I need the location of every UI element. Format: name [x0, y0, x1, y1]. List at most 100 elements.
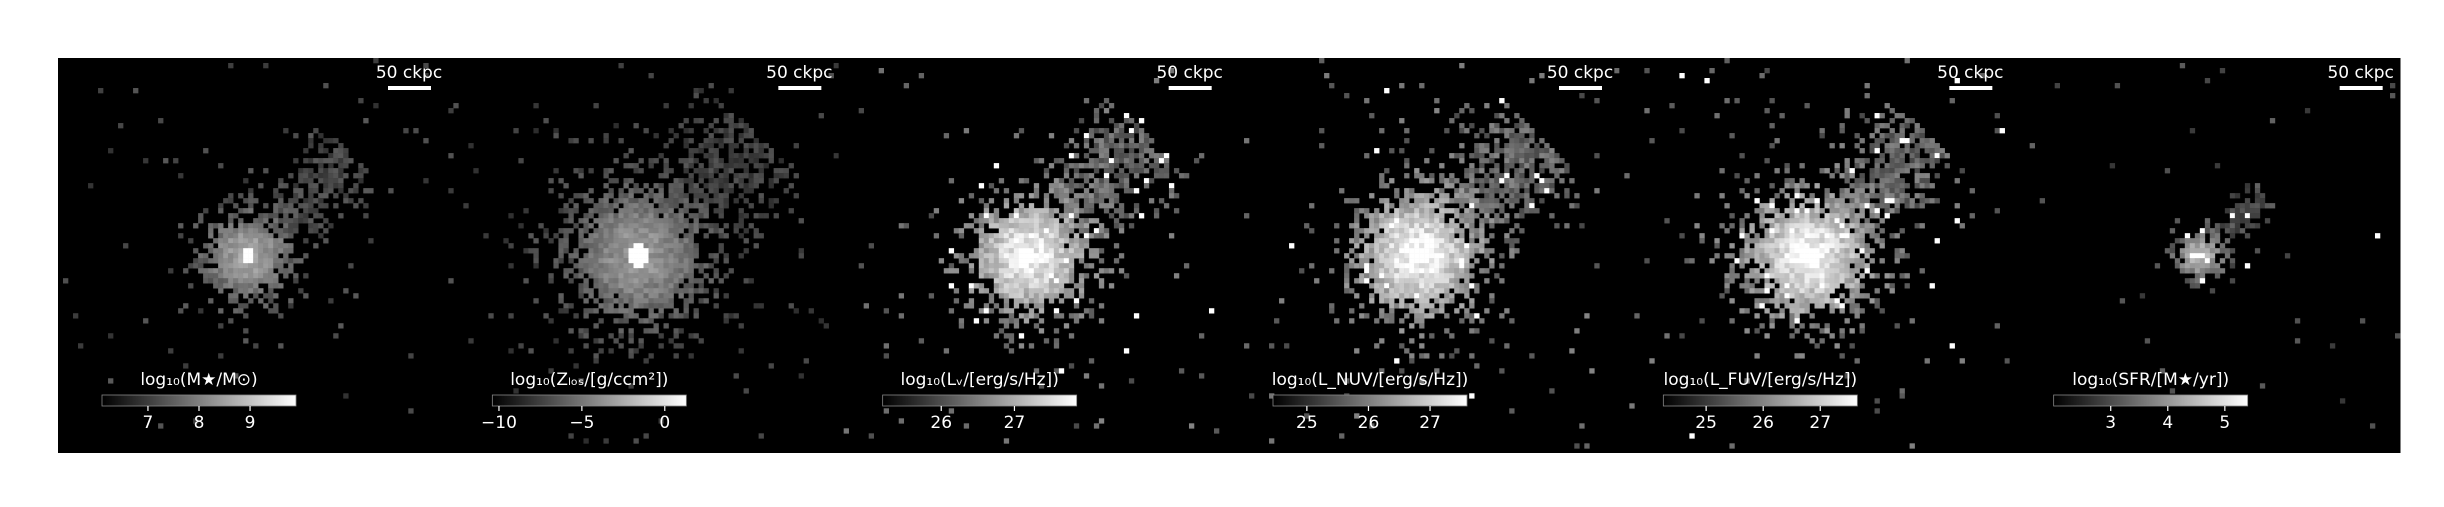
pixel [1729, 243, 1735, 249]
pixel [373, 103, 379, 109]
pixel [658, 268, 664, 274]
pixel [1389, 283, 1395, 289]
pixel [718, 173, 724, 179]
pixel [1419, 233, 1425, 239]
pixel [1844, 208, 1850, 214]
pixel [1844, 273, 1850, 279]
pixel [1949, 343, 1955, 349]
pixel [298, 193, 304, 199]
pixel [808, 308, 814, 314]
pixel [1043, 193, 1050, 199]
pixel [998, 223, 1005, 229]
pixel [1474, 313, 1480, 319]
pixel [638, 293, 644, 299]
pixel [623, 288, 629, 294]
pixel [673, 233, 679, 239]
pixel [618, 328, 624, 334]
pixel [1048, 293, 1055, 299]
pixel [1394, 218, 1400, 224]
pixel [288, 218, 294, 224]
pixel [1474, 153, 1480, 159]
pixel [983, 263, 990, 269]
pixel [583, 258, 589, 264]
pixel [1374, 288, 1380, 294]
pixel [1749, 253, 1755, 259]
pixel [643, 298, 649, 304]
pixel [238, 268, 244, 274]
pixel [2194, 278, 2201, 284]
pixel [523, 278, 529, 284]
pixel [1529, 173, 1535, 179]
pixel [288, 298, 294, 304]
pixel [1033, 238, 1040, 244]
pixel [1053, 263, 1060, 269]
pixel [1774, 168, 1780, 174]
pixel [1399, 258, 1405, 264]
pixel [1469, 198, 1475, 204]
pixel [1754, 243, 1760, 249]
pixel [688, 223, 694, 229]
pixel [628, 338, 634, 344]
pixel [1754, 188, 1760, 194]
pixel [1814, 303, 1820, 309]
pixel [1379, 308, 1385, 314]
pixel [563, 248, 569, 254]
pixel [2219, 243, 2226, 249]
pixel [688, 273, 694, 279]
pixel [1504, 343, 1510, 349]
pixel [1369, 298, 1375, 304]
pixel [1399, 248, 1405, 254]
pixel [608, 298, 614, 304]
pixel [2179, 263, 2186, 269]
pixel [1494, 198, 1500, 204]
pixel [2234, 193, 2241, 199]
pixel [248, 223, 254, 229]
pixel [258, 288, 264, 294]
pixel [1108, 158, 1115, 164]
pixel [238, 223, 244, 229]
pixel [1449, 173, 1455, 179]
pixel [1349, 198, 1355, 204]
pixel [1869, 298, 1875, 304]
pixel [568, 253, 574, 259]
pixel [503, 238, 509, 244]
pixel [618, 248, 624, 254]
pixel [1459, 233, 1465, 239]
pixel [1529, 138, 1535, 144]
pixel [1083, 138, 1090, 144]
pixel [108, 378, 114, 384]
pixel [2199, 253, 2206, 259]
pixel [2204, 243, 2211, 249]
pixel [678, 253, 684, 259]
pixel [1073, 168, 1080, 174]
pixel [1083, 153, 1090, 159]
pixel [1399, 368, 1405, 374]
pixel [1103, 193, 1110, 199]
pixel [1008, 253, 1015, 259]
pixel [603, 298, 609, 304]
pixel [698, 283, 704, 289]
pixel [1594, 263, 1600, 269]
pixel [308, 178, 314, 184]
pixel [568, 213, 574, 219]
pixel [1889, 153, 1895, 159]
pixel [683, 128, 689, 134]
pixel [708, 153, 714, 159]
pixel [1809, 288, 1815, 294]
pixel [1684, 258, 1690, 264]
scalebar-label: 50 ckpc [1156, 63, 1222, 83]
pixel [1914, 148, 1920, 154]
pixel [1439, 198, 1445, 204]
pixel [633, 168, 639, 174]
pixel [988, 258, 995, 264]
pixel [1529, 153, 1535, 159]
pixel [243, 268, 249, 274]
pixel [758, 178, 764, 184]
pixel [603, 288, 609, 294]
pixel [1434, 233, 1440, 239]
pixel [1504, 163, 1510, 169]
pixel [273, 278, 279, 284]
pixel [1093, 148, 1100, 154]
